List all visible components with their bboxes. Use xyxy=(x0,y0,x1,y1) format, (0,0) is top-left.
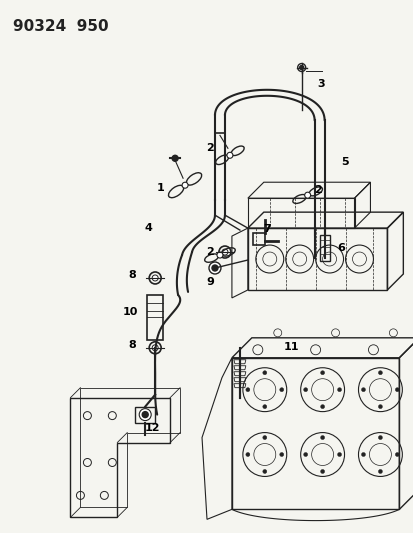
Circle shape xyxy=(337,453,341,456)
Circle shape xyxy=(226,152,233,158)
Circle shape xyxy=(377,405,382,409)
Bar xyxy=(135,407,155,423)
Circle shape xyxy=(262,371,266,375)
Text: 90324  950: 90324 950 xyxy=(13,19,108,34)
Text: 8: 8 xyxy=(128,340,136,350)
Circle shape xyxy=(377,435,382,440)
Circle shape xyxy=(245,453,249,456)
Circle shape xyxy=(279,453,283,456)
Circle shape xyxy=(221,249,228,255)
Text: 1: 1 xyxy=(156,183,164,193)
Circle shape xyxy=(262,435,266,440)
Circle shape xyxy=(142,411,148,417)
Text: 10: 10 xyxy=(122,307,138,317)
Text: 2: 2 xyxy=(206,247,214,257)
Circle shape xyxy=(262,470,266,473)
Circle shape xyxy=(245,387,249,392)
Text: 4: 4 xyxy=(144,223,152,233)
Circle shape xyxy=(394,453,399,456)
Text: 6: 6 xyxy=(337,243,345,253)
Text: 11: 11 xyxy=(283,342,299,352)
Text: 5: 5 xyxy=(340,157,347,167)
Circle shape xyxy=(377,470,382,473)
Circle shape xyxy=(320,470,324,473)
Text: 2: 2 xyxy=(313,185,321,195)
Circle shape xyxy=(211,265,217,271)
Circle shape xyxy=(297,63,305,71)
Circle shape xyxy=(361,453,365,456)
Circle shape xyxy=(304,192,310,198)
Text: 12: 12 xyxy=(144,423,159,433)
Circle shape xyxy=(152,345,158,351)
Bar xyxy=(319,235,329,261)
Text: 7: 7 xyxy=(262,224,270,234)
Circle shape xyxy=(262,405,266,409)
Circle shape xyxy=(152,275,158,281)
Circle shape xyxy=(216,252,223,258)
Circle shape xyxy=(320,435,324,440)
Circle shape xyxy=(279,387,283,392)
Circle shape xyxy=(172,155,178,161)
Bar xyxy=(252,233,264,245)
Circle shape xyxy=(299,66,303,69)
Circle shape xyxy=(303,387,307,392)
Bar xyxy=(147,295,163,340)
Circle shape xyxy=(320,371,324,375)
Circle shape xyxy=(139,409,151,421)
Circle shape xyxy=(377,371,382,375)
Circle shape xyxy=(394,387,399,392)
Circle shape xyxy=(337,387,341,392)
Circle shape xyxy=(209,262,221,274)
Text: 3: 3 xyxy=(317,79,325,90)
Text: 8: 8 xyxy=(128,270,136,280)
Circle shape xyxy=(320,405,324,409)
Circle shape xyxy=(361,387,365,392)
Text: 2: 2 xyxy=(206,143,214,154)
Circle shape xyxy=(182,182,188,188)
Circle shape xyxy=(303,453,307,456)
Text: 9: 9 xyxy=(206,277,214,287)
